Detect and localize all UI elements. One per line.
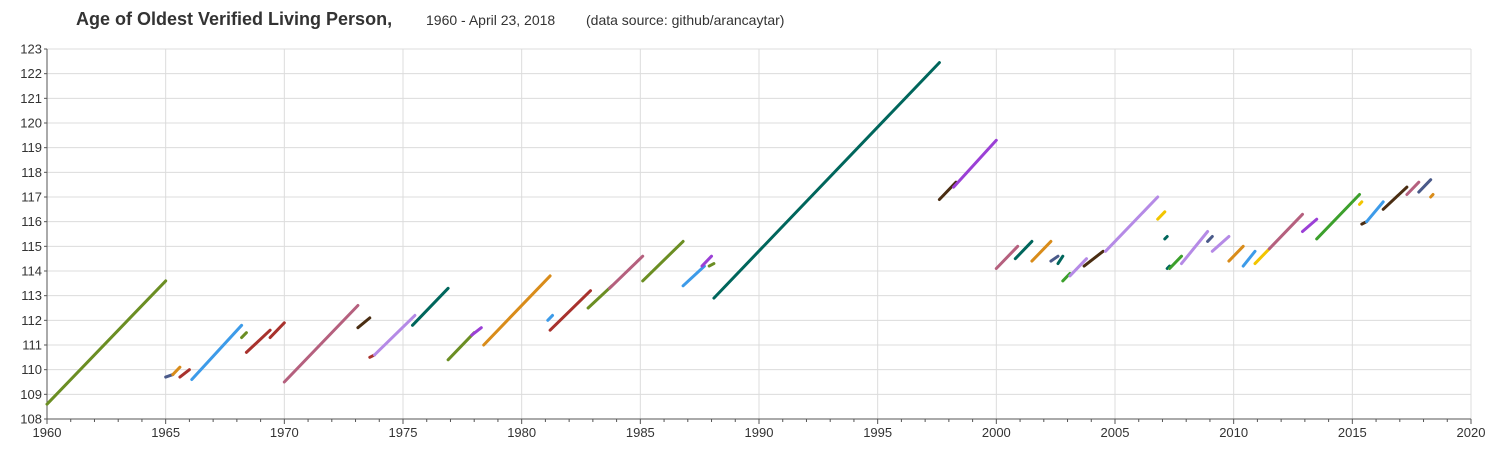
series-line (282, 304, 360, 384)
y-tick-label: 121 (20, 91, 42, 106)
x-tick-label: 2010 (1219, 425, 1248, 440)
series-line (1156, 210, 1167, 221)
series-line (470, 326, 483, 337)
axis-layer: 108 109 110 111 112 113 114 115 116 117 118 119 120 1… (20, 42, 1485, 441)
series-line (45, 279, 168, 406)
y-tick-label: 119 (21, 140, 42, 155)
series-line (1429, 193, 1435, 199)
y-tick-label: 109 (20, 387, 42, 402)
series-line (1253, 247, 1271, 266)
series-line (586, 284, 614, 310)
x-tick-label: 1970 (270, 425, 299, 440)
series-line (548, 289, 592, 332)
y-tick-label: 113 (21, 288, 42, 303)
series-line (1030, 239, 1053, 263)
series-line (190, 323, 244, 381)
series-line (952, 138, 998, 189)
series-line (482, 274, 552, 347)
chart-subtitle: 1960 - April 23, 2018 (426, 12, 555, 28)
series-line (171, 365, 182, 377)
series-line (1301, 217, 1319, 233)
series-line (712, 61, 941, 300)
y-tick-label: 122 (20, 66, 42, 81)
x-tick-label: 2015 (1338, 425, 1367, 440)
series-line (373, 313, 417, 357)
chart-source: (data source: github/arancaytar) (586, 12, 784, 28)
chart-title: Age of Oldest Verified Living Person, (76, 9, 392, 29)
x-tick-label: 1990 (745, 425, 774, 440)
grid-layer (46, 48, 1472, 420)
series-line (244, 328, 272, 354)
series-line (700, 254, 713, 268)
series-line (608, 254, 645, 290)
series-line (1061, 272, 1072, 283)
series-line (240, 331, 248, 340)
x-tick-label: 1980 (507, 425, 536, 440)
series-line (1180, 230, 1210, 266)
series-layer (45, 61, 1435, 406)
series-line (1227, 244, 1245, 263)
series-line (1056, 254, 1065, 266)
series-line (707, 262, 716, 268)
series-line (1267, 212, 1304, 251)
series-line (1163, 235, 1169, 241)
y-tick-label: 116 (21, 214, 42, 229)
series-line (1381, 185, 1409, 211)
series-line (356, 316, 372, 330)
y-tick-label: 115 (21, 239, 42, 254)
series-line (1315, 193, 1361, 241)
x-tick-label: 1995 (863, 425, 892, 440)
series-line (411, 286, 450, 327)
series-line (446, 331, 476, 362)
chart-header: Age of Oldest Verified Living Person, 19… (76, 9, 784, 29)
y-tick-label: 108 (20, 412, 42, 427)
series-line (268, 321, 286, 340)
series-line (1168, 254, 1183, 270)
x-tick-label: 1985 (626, 425, 655, 440)
series-line (1082, 249, 1105, 268)
series-line (178, 368, 191, 379)
y-tick-label: 118 (21, 165, 42, 180)
series-line (1241, 249, 1257, 268)
y-tick-label: 112 (21, 313, 42, 328)
x-tick-label: 1960 (33, 425, 62, 440)
series-line (546, 313, 554, 322)
series-line (1365, 200, 1385, 224)
x-tick-label: 2000 (982, 425, 1011, 440)
series-line (1068, 257, 1088, 278)
series-line (1405, 180, 1421, 196)
series-line (1210, 235, 1231, 253)
x-tick-label: 2005 (1101, 425, 1130, 440)
x-tick-label: 1975 (389, 425, 418, 440)
series-line (1358, 200, 1364, 206)
series-line (994, 244, 1020, 270)
y-tick-label: 123 (20, 42, 42, 57)
series-line (937, 180, 958, 201)
y-tick-label: 111 (22, 338, 42, 353)
y-tick-label: 110 (21, 362, 42, 377)
x-tick-label: 2020 (1457, 425, 1486, 440)
y-tick-label: 117 (21, 190, 42, 205)
series-line (1417, 178, 1433, 194)
y-tick-label: 120 (20, 116, 42, 131)
series-line (641, 239, 685, 283)
series-line (1206, 235, 1214, 243)
series-line (681, 264, 706, 288)
series-line (1049, 254, 1060, 263)
series-line (1165, 264, 1172, 270)
series-line (1013, 239, 1034, 261)
y-tick-label: 114 (21, 264, 42, 279)
x-tick-label: 1965 (151, 425, 180, 440)
series-line (1104, 195, 1160, 253)
